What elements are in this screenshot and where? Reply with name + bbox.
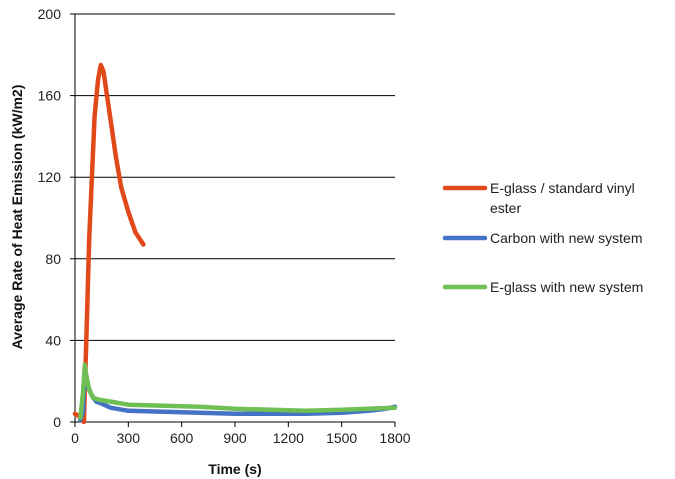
legend-label-1: E-glass / standard vinyl ester — [490, 180, 635, 216]
y-tick-label-120: 120 — [38, 169, 62, 185]
x-tick-label-1200: 1200 — [273, 430, 304, 446]
x-tick-label-600: 600 — [170, 430, 194, 446]
legend-label-2: Carbon with new system — [490, 230, 643, 246]
y-tick-label-40: 40 — [45, 332, 61, 348]
tick-labels: 0 300 600 900 1200 1500 1800 0 40 80 120 160 200 — [38, 6, 411, 446]
legend-label-3: E-glass with new system — [490, 279, 643, 295]
y-tick-label-80: 80 — [45, 251, 61, 267]
x-tick-label-300: 300 — [117, 430, 141, 446]
series-line-2 — [78, 374, 398, 423]
x-tick-label-0: 0 — [71, 430, 79, 446]
x-axis-title: Time (s) — [208, 461, 261, 477]
data-series — [72, 62, 398, 425]
x-tick-label-900: 900 — [223, 430, 247, 446]
gridlines — [75, 13, 395, 341]
x-tick-label-1500: 1500 — [326, 430, 357, 446]
y-tick-label-200: 200 — [38, 6, 62, 22]
y-axis-title: Average Rate of Heat Emission (kW/m2) — [9, 85, 25, 350]
series-line-3 — [78, 362, 398, 421]
axes — [70, 13, 396, 427]
x-tick-label-1800: 1800 — [379, 430, 410, 446]
legend: E-glass / standard vinyl ester Carbon with… — [442, 180, 643, 295]
y-tick-label-160: 160 — [38, 88, 62, 104]
series-line-1 — [72, 62, 146, 425]
y-tick-label-0: 0 — [53, 414, 61, 430]
